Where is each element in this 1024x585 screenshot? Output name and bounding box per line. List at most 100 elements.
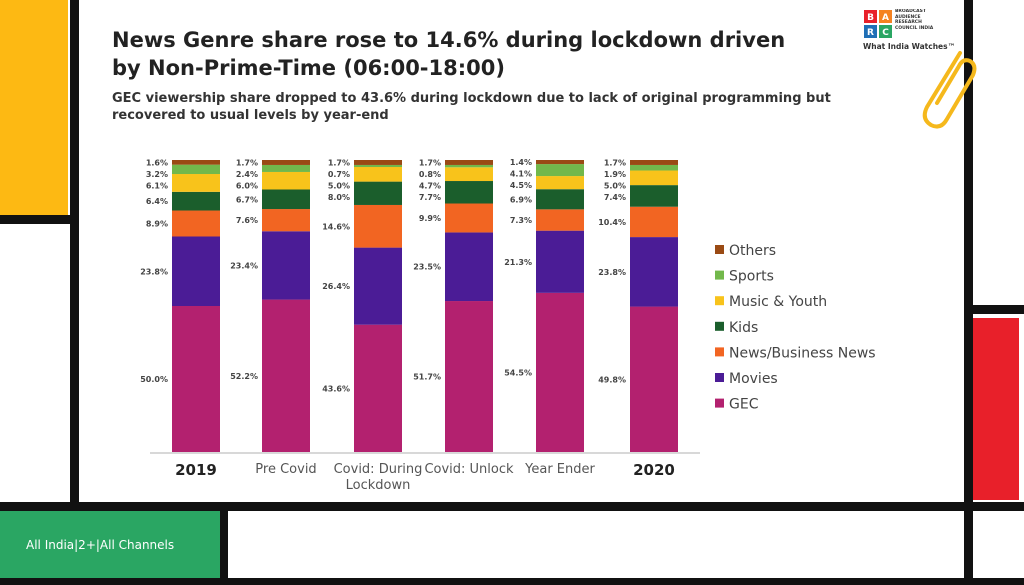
legend-swatch xyxy=(715,321,724,331)
value-label: 8.9% xyxy=(146,220,168,229)
logo-letter: A xyxy=(882,13,889,23)
value-label: 6.1% xyxy=(146,181,168,190)
value-label: 8.0% xyxy=(328,193,350,202)
x-tick-label: 2020 xyxy=(633,461,675,479)
logo-tile xyxy=(864,10,877,23)
value-label: 23.4% xyxy=(230,261,258,270)
value-label: 6.7% xyxy=(236,195,258,204)
x-tick-label: Covid: Unlock xyxy=(424,462,514,477)
bar-segment xyxy=(536,209,584,231)
bar-segment xyxy=(445,232,493,302)
bar-segment xyxy=(445,301,493,452)
bar-segment xyxy=(262,160,310,165)
value-label: 23.5% xyxy=(413,263,441,272)
legend-swatch xyxy=(715,245,724,254)
bar-segment xyxy=(536,164,584,177)
value-label: 7.3% xyxy=(510,216,532,225)
legend-label: Movies xyxy=(729,371,778,387)
logo: B A R C BROADCAST AUDIENCE RESEARCH COUN… xyxy=(863,9,955,51)
value-label: 26.4% xyxy=(322,282,350,291)
bar-segment xyxy=(262,299,310,452)
value-label: 6.0% xyxy=(236,181,258,190)
value-label: 2.4% xyxy=(236,170,258,179)
frame xyxy=(0,215,72,224)
value-label: 1.7% xyxy=(419,158,441,167)
legend-label: Others xyxy=(729,243,776,259)
bar-segment xyxy=(445,160,493,165)
green-block xyxy=(0,511,220,579)
legend-label: Kids xyxy=(729,320,758,336)
bar-segment xyxy=(445,181,493,204)
legend-swatch xyxy=(715,296,724,306)
bar-segment xyxy=(354,160,402,165)
x-tick-label: 2019 xyxy=(175,461,217,479)
bar-segment xyxy=(445,167,493,182)
value-label: 0.8% xyxy=(419,170,441,179)
value-label: 0.7% xyxy=(328,170,350,179)
bar-segment xyxy=(536,230,584,293)
legend-label: Sports xyxy=(729,269,774,285)
bar-segment xyxy=(445,164,493,168)
bar-segment xyxy=(262,209,310,232)
bar-segment xyxy=(354,324,402,452)
value-label: 7.4% xyxy=(604,193,626,202)
value-label: 54.5% xyxy=(504,368,532,377)
value-label: 1.7% xyxy=(604,158,626,167)
bar-segment xyxy=(262,171,310,190)
bar-segment xyxy=(354,164,402,168)
frame xyxy=(0,502,1024,511)
bar-segment xyxy=(354,167,402,182)
bar-segment xyxy=(262,164,310,172)
logo-letter: C xyxy=(882,28,889,38)
value-label: 1.7% xyxy=(328,158,350,167)
frame xyxy=(70,0,79,510)
value-label: 4.1% xyxy=(510,170,532,179)
bar-segment xyxy=(172,306,220,452)
value-label: 43.6% xyxy=(322,384,350,393)
title: News Genre share rose to 14.6% during lo… xyxy=(112,28,786,80)
bar-segment xyxy=(630,170,678,186)
value-label: 5.0% xyxy=(604,181,626,190)
bar-segment xyxy=(536,189,584,210)
legend-label: GEC xyxy=(729,397,759,413)
legend-swatch xyxy=(715,347,724,357)
value-label: 1.9% xyxy=(604,170,626,179)
value-label: 52.2% xyxy=(230,372,258,381)
value-label: 51.7% xyxy=(413,373,441,382)
bar-segment xyxy=(262,231,310,300)
value-label: 14.6% xyxy=(322,222,350,231)
x-tick-label: Year Ender xyxy=(525,462,595,477)
value-label: 50.0% xyxy=(140,375,168,384)
value-label: 5.0% xyxy=(328,181,350,190)
value-label: 49.8% xyxy=(598,375,626,384)
bar-segment xyxy=(172,191,220,211)
value-label: 1.4% xyxy=(510,158,532,167)
bar-segment xyxy=(630,237,678,307)
value-label: 23.8% xyxy=(140,267,168,276)
x-tick-label: Pre Covid xyxy=(255,462,317,477)
logo-tile xyxy=(864,25,877,38)
bar-segment xyxy=(172,210,220,237)
logo-letter: R xyxy=(867,28,874,38)
bar-segment xyxy=(354,181,402,205)
legend-label: News/Business News xyxy=(729,345,876,361)
value-label: 1.7% xyxy=(236,158,258,167)
logo-tile xyxy=(879,25,892,38)
frame xyxy=(973,305,1024,314)
legend-swatch xyxy=(715,373,724,382)
value-label: 4.7% xyxy=(419,181,441,190)
value-label: 1.6% xyxy=(146,158,168,167)
logo-letter: B xyxy=(867,13,874,23)
legend-swatch xyxy=(715,270,724,280)
bar-segment xyxy=(262,189,310,210)
bar-segment xyxy=(172,174,220,192)
bar-segment xyxy=(172,160,220,165)
paperclip-wire xyxy=(922,51,977,129)
bar-segment xyxy=(630,160,678,165)
frame xyxy=(964,0,973,585)
logo-name-box: BROADCAST AUDIENCE RESEARCH COUNCIL INDI… xyxy=(895,9,933,31)
bar-segment xyxy=(536,160,584,165)
legend-swatch xyxy=(715,398,724,408)
value-label: 23.8% xyxy=(598,268,626,277)
